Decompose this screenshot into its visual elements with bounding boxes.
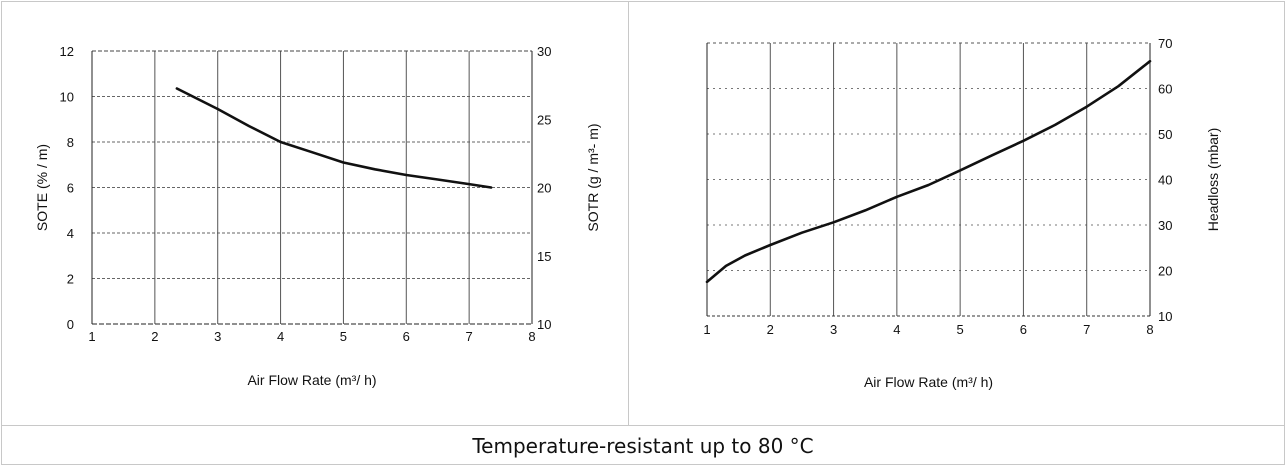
x-tick-label: 1 — [88, 329, 95, 344]
y2-tick-label: 30 — [1158, 218, 1172, 233]
headloss-chart: 1 2 3 4 5 6 7 8 10 20 30 40 50 60 70 Air Flow Rate (m³/… — [703, 36, 1221, 390]
y2-tick-label: 25 — [537, 112, 551, 127]
x-tick-label: 3 — [830, 322, 837, 337]
x-tick-label: 3 — [214, 329, 221, 344]
x-tick-label: 2 — [767, 322, 774, 337]
x-tick-label: 1 — [703, 322, 710, 337]
y2-tick-label: 20 — [537, 181, 551, 196]
y-tick-label: 4 — [67, 226, 74, 241]
x-axis-label: Air Flow Rate (m³/ h) — [247, 372, 376, 388]
headloss-curve — [705, 59, 1152, 284]
y-tick-label: 10 — [60, 90, 74, 105]
y2-tick-label: 20 — [1158, 264, 1172, 279]
x-tick-label: 8 — [528, 329, 535, 344]
x-tick-label: 8 — [1146, 322, 1153, 337]
x-tick-label: 7 — [1083, 322, 1090, 337]
y-tick-label: 12 — [60, 44, 74, 59]
x-axis-label: Air Flow Rate (m³/ h) — [864, 374, 993, 390]
y-tick-label: 6 — [67, 181, 74, 196]
y2-tick-label: 70 — [1158, 36, 1172, 51]
sote-curve — [175, 87, 493, 189]
row-divider — [1, 425, 1285, 426]
x-tick-label: 5 — [957, 322, 964, 337]
x-tick-label: 7 — [466, 329, 473, 344]
y2-axis-label: Headloss (mbar) — [1205, 128, 1221, 231]
y2-tick-label: 40 — [1158, 173, 1172, 188]
y2-tick-label: 15 — [537, 249, 551, 264]
y-tick-label: 8 — [67, 135, 74, 150]
y2-axis-label: SOTR (g / m³- m) — [585, 123, 601, 231]
x-tick-label: 2 — [151, 329, 158, 344]
y2-tick-label: 10 — [1158, 309, 1172, 324]
x-tick-label: 6 — [403, 329, 410, 344]
y-axis-label: SOTE (% / m) — [34, 144, 50, 231]
y2-tick-label: 60 — [1158, 82, 1172, 97]
x-tick-label: 6 — [1020, 322, 1027, 337]
x-tick-label: 5 — [340, 329, 347, 344]
column-divider — [628, 1, 629, 425]
y-tick-label: 0 — [67, 317, 74, 332]
y2-tick-label: 30 — [537, 44, 551, 59]
x-tick-label: 4 — [893, 322, 900, 337]
y2-tick-label: 10 — [537, 317, 551, 332]
caption-text: Temperature-resistant up to 80 °C — [472, 434, 814, 458]
y-tick-label: 2 — [67, 272, 74, 287]
x-tick-label: 4 — [277, 329, 284, 344]
y2-tick-label: 50 — [1158, 127, 1172, 142]
